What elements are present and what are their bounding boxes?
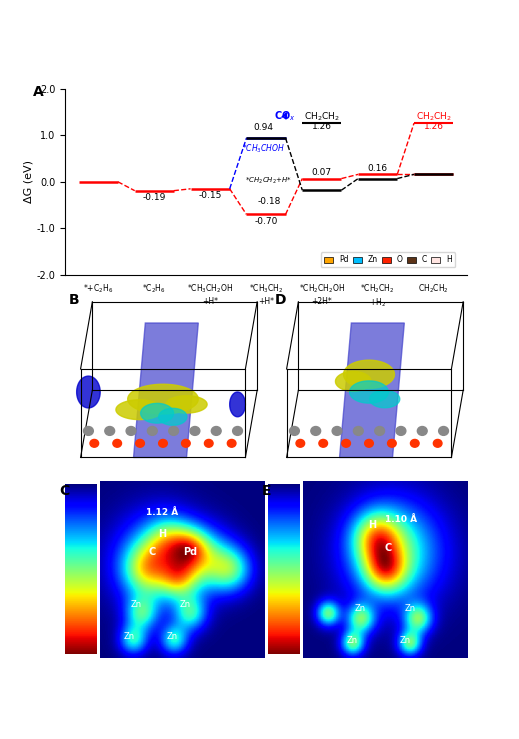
Circle shape [365,440,373,447]
Polygon shape [350,381,388,403]
Circle shape [182,440,190,447]
Legend: Pd, Zn, O, C, H: Pd, Zn, O, C, H [321,252,455,268]
Polygon shape [335,372,371,391]
Circle shape [159,440,167,447]
Circle shape [147,426,157,435]
Circle shape [90,440,99,447]
Polygon shape [230,392,245,417]
Text: 0.94: 0.94 [253,123,273,132]
Text: CH$_2$CH$_2$: CH$_2$CH$_2$ [416,111,452,123]
Circle shape [105,426,115,435]
Circle shape [136,440,144,447]
Circle shape [342,440,350,447]
Text: -0.70: -0.70 [254,217,278,226]
Text: Zn: Zn [180,600,191,609]
Polygon shape [116,400,163,420]
Text: Zn: Zn [399,636,411,644]
Text: E: E [262,484,271,498]
Circle shape [211,426,221,435]
Circle shape [296,440,305,447]
Text: Zn: Zn [404,604,415,613]
Y-axis label: ΔG (eV): ΔG (eV) [23,160,34,203]
Circle shape [353,426,363,435]
Text: 1.12 Å: 1.12 Å [146,508,179,517]
Text: -0.19: -0.19 [143,193,166,202]
Text: -0.15: -0.15 [198,191,222,200]
Circle shape [190,426,200,435]
Circle shape [411,440,419,447]
Circle shape [417,426,427,435]
Circle shape [433,440,442,447]
Text: 0.07: 0.07 [312,168,332,177]
Circle shape [227,440,236,447]
Text: Zn: Zn [347,636,358,644]
Circle shape [233,426,242,435]
Circle shape [439,426,448,435]
Circle shape [84,426,93,435]
Circle shape [113,440,121,447]
Text: H: H [368,520,376,530]
Circle shape [204,440,213,447]
Text: Zn: Zn [167,632,177,641]
Text: Zn: Zn [124,632,135,641]
Text: D: D [275,293,286,307]
Text: CO$_x$: CO$_x$ [275,109,296,123]
Text: CH$_2$CH$_2$: CH$_2$CH$_2$ [304,111,340,123]
Text: A: A [33,85,44,99]
Circle shape [319,440,327,447]
Text: B: B [69,293,79,307]
Circle shape [375,426,385,435]
Text: *CH$_3$CHOH: *CH$_3$CHOH [242,143,285,155]
Text: Pd: Pd [183,547,197,556]
Text: 0.16: 0.16 [367,164,388,173]
Text: C: C [59,484,69,498]
Text: 1.10 Å: 1.10 Å [386,515,418,524]
Circle shape [396,426,406,435]
Text: H: H [158,529,167,539]
Circle shape [311,426,321,435]
Text: C: C [149,547,156,556]
Text: Zn: Zn [355,604,366,613]
Text: 1.26: 1.26 [312,122,332,131]
Polygon shape [344,360,394,389]
Polygon shape [159,408,187,425]
Circle shape [169,426,179,435]
Circle shape [126,426,136,435]
Polygon shape [141,403,173,423]
Circle shape [388,440,396,447]
Polygon shape [133,323,198,457]
Circle shape [332,426,342,435]
Text: 1.26: 1.26 [424,122,444,131]
Circle shape [290,426,299,435]
Text: Zn: Zn [131,600,142,609]
Text: -0.18: -0.18 [257,197,280,206]
Polygon shape [128,384,198,414]
Polygon shape [77,376,100,408]
Polygon shape [166,395,207,413]
Text: C: C [385,543,392,553]
Text: *CH$_2$CH$_2$+H*: *CH$_2$CH$_2$+H* [245,175,292,185]
Polygon shape [370,390,400,408]
Polygon shape [339,323,404,457]
